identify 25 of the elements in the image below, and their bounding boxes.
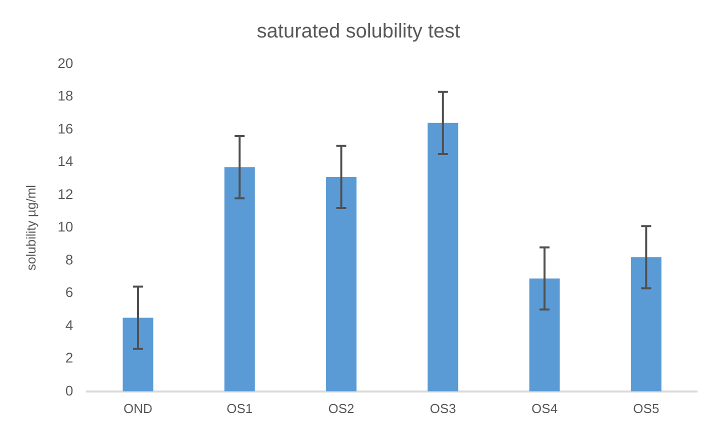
- y-tick-label: 20: [58, 54, 74, 71]
- y-tick-label: 16: [58, 120, 74, 136]
- y-tick-label: 14: [58, 153, 74, 170]
- bar: [630, 257, 662, 392]
- x-tick-label: OS5: [633, 400, 660, 416]
- y-tick-label: 4: [65, 316, 74, 333]
- bar: [122, 318, 154, 392]
- chart-title: saturated solubility test: [256, 20, 461, 43]
- y-tick-label: 10: [58, 218, 74, 235]
- y-tick-label: 12: [58, 186, 74, 202]
- y-tick-label: 2: [65, 350, 74, 366]
- x-tick-label: OS2: [328, 400, 354, 416]
- y-tick-label: 8: [65, 251, 74, 268]
- y-tick-label: 0: [65, 382, 74, 398]
- x-tick-label: OS4: [532, 400, 558, 416]
- x-tick-label: OS3: [430, 400, 456, 416]
- bar: [224, 167, 255, 392]
- y-tick-label: 6: [65, 284, 74, 300]
- y-tick-label: 18: [58, 88, 74, 104]
- bar: [428, 122, 458, 392]
- bar: [529, 278, 560, 392]
- bar: [326, 176, 357, 392]
- x-tick-label: OND: [124, 400, 152, 416]
- x-tick-label: OS1: [226, 400, 253, 416]
- y-axis-title: solubility µg/ml: [23, 184, 38, 270]
